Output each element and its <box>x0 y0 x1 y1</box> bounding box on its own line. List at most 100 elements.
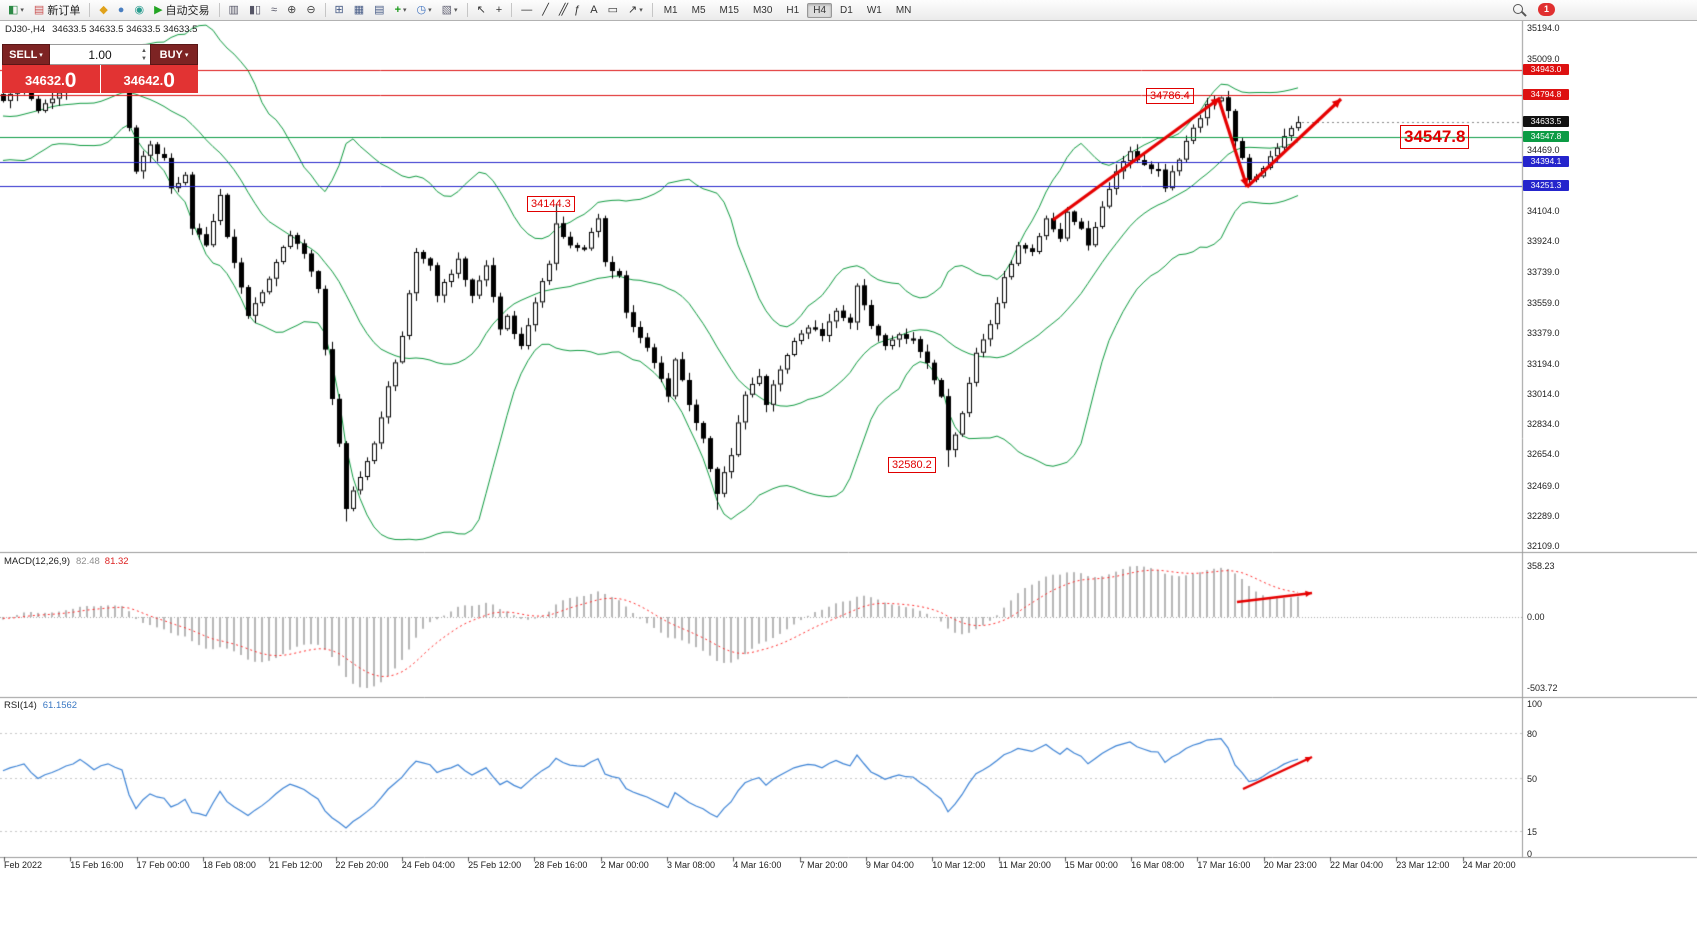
label-tool-icon[interactable]: ▭ <box>604 1 622 20</box>
trendline-tool-icon: ╱ <box>542 3 549 16</box>
channel-tool-icon: ╱╱ <box>558 3 568 16</box>
template-icon[interactable]: ▧ ▾ <box>438 1 462 20</box>
cascade-windows-icon[interactable]: ▤ <box>370 1 388 20</box>
price-tag: 34633.5 <box>1523 116 1569 128</box>
timeframe-button-m30[interactable]: M30 <box>752 4 773 16</box>
volume-field[interactable]: 1.00 ▲ ▼ <box>50 44 150 65</box>
sell-dropdown-arrow-icon: ▾ <box>39 51 43 59</box>
swing-high-price-label[interactable]: 34144.3 <box>527 196 575 213</box>
trade-panel-header: SELL ▾ 1.00 ▲ ▼ BUY ▾ <box>2 44 198 65</box>
shapes-tool-icon: ↗ <box>627 3 638 16</box>
new-chart-icon: ◧ <box>8 3 19 16</box>
bar-chart-icon[interactable]: ▥ <box>225 1 243 20</box>
price-axis-label: 34104.0 <box>1527 206 1560 217</box>
time-axis-label: 4 Mar 16:00 <box>733 860 782 870</box>
price-axis[interactable]: 35194.0 35009.0 34469.0 34104.0 33924.0 33739… <box>1522 20 1696 859</box>
time-axis[interactable]: Feb 2022 15 Feb 16:00 17 Feb 00:00 18 Feb 0… <box>0 858 1697 874</box>
dropdown-arrow-icon: ▾ <box>639 7 643 14</box>
timeframe-button-m15[interactable]: M15 <box>719 4 739 16</box>
sell-button[interactable]: SELL ▾ <box>2 44 50 65</box>
ohlc-values: 34633.5 34633.5 34633.5 34633.5 <box>52 24 198 35</box>
community-icon[interactable]: ◉ <box>130 1 148 20</box>
zoom-in-icon[interactable]: ⊕ <box>283 1 300 20</box>
notification-badge[interactable]: 1 <box>1538 3 1555 16</box>
macd-axis-label: 358.23 <box>1527 561 1555 571</box>
timeframe-button-w1[interactable]: W1 <box>866 4 882 16</box>
accounts-icon: ● <box>117 3 125 16</box>
new-chart-icon[interactable]: ◧ ▾ <box>4 1 28 20</box>
macd-name: MACD(12,26,9) <box>4 556 70 567</box>
trendline-tool-icon[interactable]: ╱ <box>538 1 553 20</box>
candlestick-chart-icon[interactable]: ▮▯ <box>245 1 265 20</box>
price-tag: 34943.0 <box>1523 64 1569 76</box>
new-order-button: ▤ <box>33 3 45 16</box>
time-axis-label: 11 Mar 20:00 <box>998 860 1051 870</box>
timeframe-button-m5[interactable]: M5 <box>691 4 706 16</box>
zoom-out-icon[interactable]: ⊖ <box>302 1 319 20</box>
toolbar-separator <box>218 3 220 17</box>
toolbar: 1 ◧ ▾ ▤ 新订单 ◆ ● ◉ ▶ 自动交易 ▥ ▮▯ ≈ ⊕ ⊖ ⊞ ▦ ▤ + ▾ ◷ ▾ ▧ ▾ ↖ + — ╱ ╱╱ ƒ A ▭… <box>0 0 1697 21</box>
time-axis-label: 25 Feb 12:00 <box>468 860 522 870</box>
candlestick-chart-icon: ▮▯ <box>248 3 262 16</box>
panel-splitter[interactable] <box>0 550 1697 555</box>
crosshair-icon[interactable]: + <box>492 1 506 20</box>
sell-button-label: SELL <box>9 48 38 61</box>
one-click-trading-panel: SELL ▾ 1.00 ▲ ▼ BUY ▾ 34632. 0 34642. 0 <box>2 44 198 93</box>
fibonacci-tool-icon[interactable]: ƒ <box>570 1 584 20</box>
timeframe-button-h4[interactable]: H4 <box>807 2 833 18</box>
volume-down-icon[interactable]: ▼ <box>141 56 147 62</box>
ask-price[interactable]: 34642. 0 <box>100 65 198 93</box>
ask-pip: 0 <box>163 69 175 92</box>
channel-tool-icon[interactable]: ╱╱ <box>555 1 568 20</box>
zoom-in-icon: ⊕ <box>287 3 297 16</box>
price-axis-label: 35194.0 <box>1527 23 1560 33</box>
price-axis-label: 32834.0 <box>1527 419 1560 430</box>
price-axis-label: 32469.0 <box>1527 480 1560 491</box>
price-tag: 34794.8 <box>1523 89 1569 101</box>
volume-value: 1.00 <box>88 47 112 62</box>
shapes-tool-icon[interactable]: ↗ ▾ <box>624 1 647 20</box>
line-chart-icon[interactable]: ≈ <box>267 1 281 20</box>
add-indicator-icon[interactable]: + ▾ <box>391 1 411 20</box>
cursor-icon[interactable]: ↖ <box>473 1 490 20</box>
arrange-windows-icon[interactable]: ▦ <box>350 1 368 20</box>
ask-main: 34642. <box>123 73 164 88</box>
period-clock-icon[interactable]: ◷ ▾ <box>413 1 436 20</box>
new-order-button-label: 新订单 <box>47 5 81 17</box>
timeframe-button-d1[interactable]: D1 <box>840 4 853 16</box>
volume-up-icon[interactable]: ▲ <box>141 48 147 54</box>
time-axis-label: 23 Mar 12:00 <box>1396 860 1450 870</box>
target-level-label[interactable]: 34547.8 <box>1400 125 1470 150</box>
timeframe-button-h1[interactable]: H1 <box>786 4 800 16</box>
horizontal-line-tool-icon[interactable]: — <box>517 1 536 20</box>
dropdown-arrow-icon: ▾ <box>20 7 24 14</box>
toolbar-separator <box>651 3 653 17</box>
peak-price-label[interactable]: 34786.4 <box>1146 88 1194 105</box>
bid-price[interactable]: 34632. 0 <box>2 65 100 93</box>
arrange-windows-icon: ▦ <box>353 3 365 16</box>
panel-splitter[interactable] <box>0 695 1697 700</box>
metaeditor-icon[interactable]: ◆ <box>95 1 111 20</box>
add-indicator-icon: + <box>394 3 401 16</box>
text-tool-icon[interactable]: A <box>586 1 601 20</box>
time-axis-label: 2 Mar 00:00 <box>600 860 649 870</box>
rsi-axis-label: 80 <box>1527 729 1538 739</box>
autotrading-button[interactable]: ▶ 自动交易 <box>150 1 213 20</box>
swing-low-price-label[interactable]: 32580.2 <box>888 457 936 474</box>
search-icon[interactable] <box>1512 3 1528 19</box>
buy-button[interactable]: BUY ▾ <box>150 44 198 65</box>
time-axis-label: 16 Mar 08:00 <box>1131 860 1185 870</box>
toolbar-separator <box>89 3 91 17</box>
timeframe-button-m1[interactable]: M1 <box>663 4 678 16</box>
tile-windows-icon[interactable]: ⊞ <box>331 1 348 20</box>
new-order-button[interactable]: ▤ 新订单 <box>30 1 84 20</box>
time-axis-label: 24 Mar 20:00 <box>1462 860 1516 870</box>
timeframe-button-mn[interactable]: MN <box>895 4 912 16</box>
accounts-icon[interactable]: ● <box>114 1 129 20</box>
dropdown-arrow-icon: ▾ <box>403 7 407 14</box>
autotrading-button: ▶ <box>154 3 163 16</box>
volume-spinner[interactable]: ▲ ▼ <box>141 47 147 63</box>
rsi-axis-label: 15 <box>1527 826 1538 837</box>
bid-pip: 0 <box>64 69 77 92</box>
